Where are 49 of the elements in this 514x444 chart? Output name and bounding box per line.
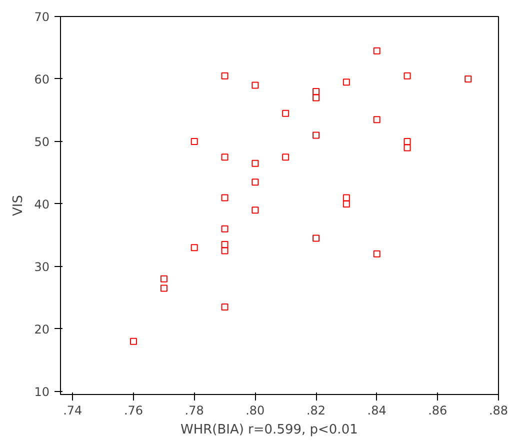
point [312,132,320,139]
point [373,47,380,54]
x-tick-label: .78 [184,404,204,418]
y-tick-label: 60 [34,72,50,86]
point [342,78,350,86]
point [342,194,350,202]
point [221,154,228,161]
x-tick-label: .80 [246,404,265,418]
y-tick-label: 30 [34,260,50,274]
x-tick-label: .86 [428,404,448,418]
point [221,241,228,248]
x-axis-title: WHR(BIA) r=0.599, p<0.01 [180,422,358,438]
point [130,338,137,345]
point [373,250,380,258]
x-tick-label: .74 [63,404,82,418]
point [464,75,472,82]
point [190,138,198,145]
point [221,194,228,202]
point [160,275,168,282]
y-axis-title: VIS [11,195,26,216]
point [282,154,290,161]
point [221,247,228,254]
y-tick-label: 70 [34,10,50,24]
point [404,144,411,152]
point [282,110,290,117]
point [404,72,411,80]
point [404,138,411,145]
x-tick-label: .88 [488,404,508,418]
y-tick-label: 40 [34,197,50,212]
point [160,284,168,292]
point [312,88,320,95]
y-tick-label: 20 [34,322,50,336]
point [221,225,228,232]
x-tick-label: .82 [306,404,326,418]
y-tick-label: 50 [34,134,50,149]
x-tick-label: .76 [124,404,144,418]
point [342,200,350,208]
y-tick-label: 10 [34,384,50,399]
point [252,178,259,186]
point [252,160,259,167]
point [221,304,228,311]
point [252,206,259,214]
point [312,94,320,102]
point [312,234,320,242]
x-tick-label: .84 [367,404,386,418]
point [373,116,380,124]
point [190,244,198,252]
point [221,72,228,80]
point [252,82,259,89]
